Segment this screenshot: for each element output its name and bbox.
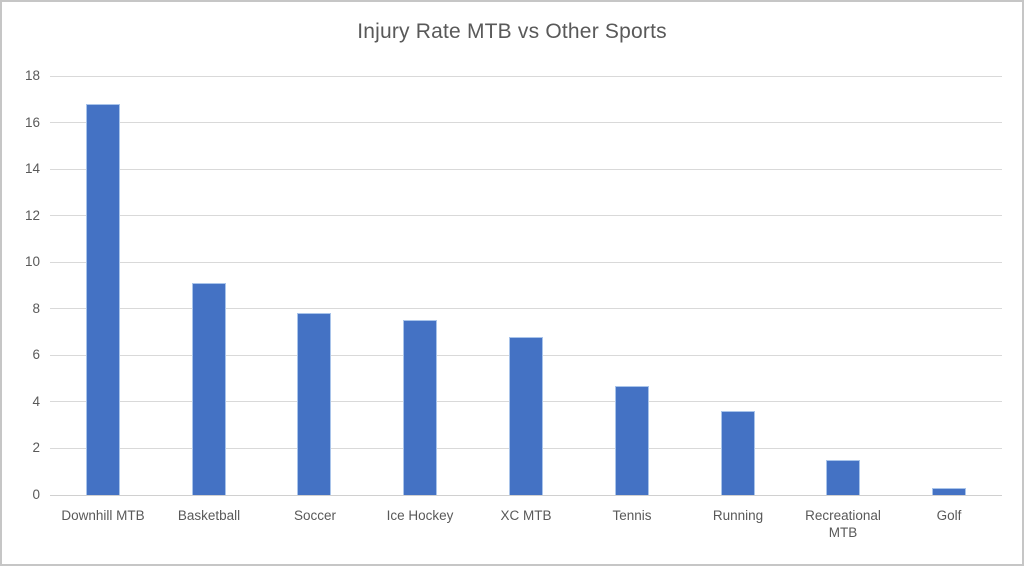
y-tick-label-4: 4 [32,393,40,409]
gridline-y-10 [50,261,1002,263]
y-tick-label-0: 0 [32,487,40,502]
x-tick-label-ice-hockey: Ice Hockey [386,508,454,523]
gridline-y-16 [50,122,1002,124]
y-tick-label-16: 16 [24,114,40,130]
y-tick-label-2: 2 [32,440,40,456]
x-tick-label-soccer: Soccer [293,508,337,523]
gridline-y-8 [50,308,1002,310]
y-tick-label-6: 6 [32,347,40,363]
y-tick-label-12: 12 [24,207,40,223]
y-tick-label-10: 10 [24,254,40,270]
chart-title: Injury Rate MTB vs Other Sports [357,20,667,43]
y-tick-label-18: 18 [24,68,40,83]
y-tick-label-14: 14 [24,161,40,177]
gridline-y-18 [50,75,1002,77]
plot-area [50,75,1002,496]
x-tick-label-basketball: Basketball [177,508,241,523]
x-tick-label-golf: Golf [936,508,962,523]
bar-soccer [297,313,331,495]
bar-downhill-mtb [86,104,120,495]
bar-tennis [615,386,649,495]
gridline-y-0 [50,494,1002,496]
gridline-y-14 [50,168,1002,170]
bar-running [721,411,755,495]
bar-ice-hockey [403,320,437,495]
bar-golf [932,488,966,495]
x-tick-label-tennis: Tennis [612,508,652,523]
gridline-y-12 [50,215,1002,217]
x-tick-label-xc-mtb: XC MTB [500,508,552,523]
bar-xc-mtb [509,337,543,495]
bar-recreational-mtb [826,460,860,495]
x-tick-label-running: Running [712,508,764,523]
x-tick-label-downhill-mtb: Downhill MTB [61,508,145,523]
y-tick-label-8: 8 [32,300,40,316]
x-tick-label-recreational-mtb: Recreational MTB [805,508,881,540]
bar-basketball [192,283,226,495]
